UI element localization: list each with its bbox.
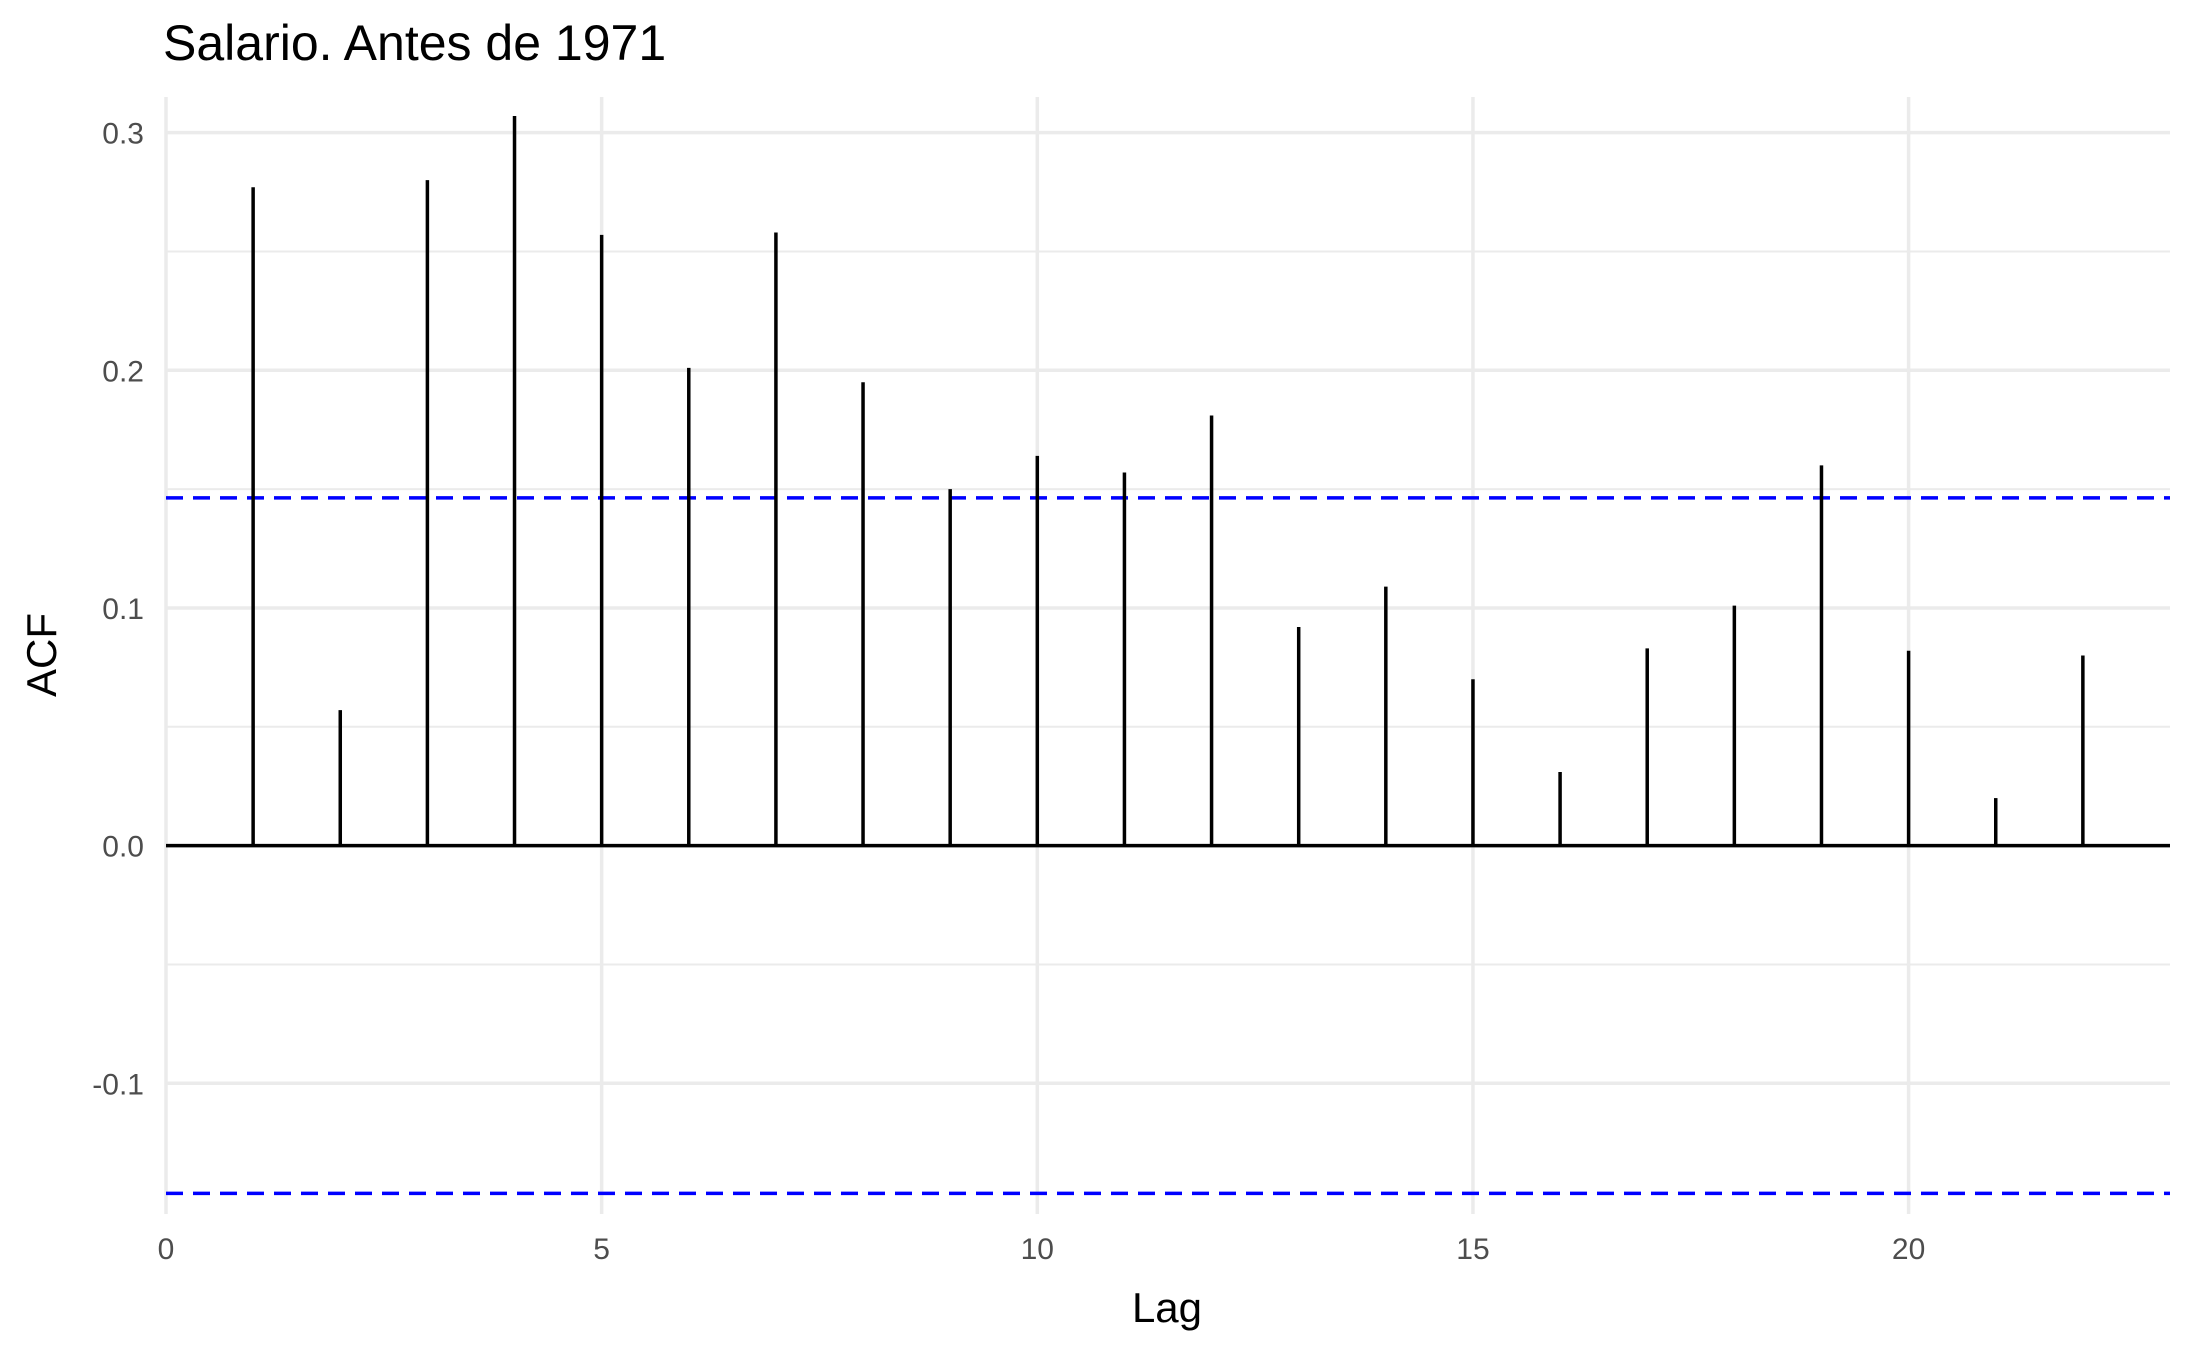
grid-minor [166,250,2170,966]
y-tick-label: 0.2 [102,355,144,388]
x-tick-label: 15 [1456,1233,1489,1266]
x-tick-label: 0 [158,1233,175,1266]
y-axis-ticks: -0.1 0.0 0.1 0.2 0.3 [92,118,144,1102]
y-tick-label: 0.0 [102,831,144,864]
acf-bars [251,116,2085,846]
chart-title: Salario. Antes de 1971 [163,15,666,71]
x-tick-label: 20 [1892,1233,1925,1266]
x-axis-title: Lag [1132,1284,1202,1331]
y-axis-title: ACF [18,613,65,697]
x-axis-ticks: 0 5 10 15 20 [158,1233,1926,1266]
y-tick-label: -0.1 [92,1068,144,1101]
y-tick-label: 0.3 [102,118,144,151]
confidence-bounds [166,496,2170,1196]
x-tick-label: 5 [593,1233,610,1266]
y-tick-label: 0.1 [102,593,144,626]
grid-major [164,97,2170,1214]
x-tick-label: 10 [1021,1233,1054,1266]
